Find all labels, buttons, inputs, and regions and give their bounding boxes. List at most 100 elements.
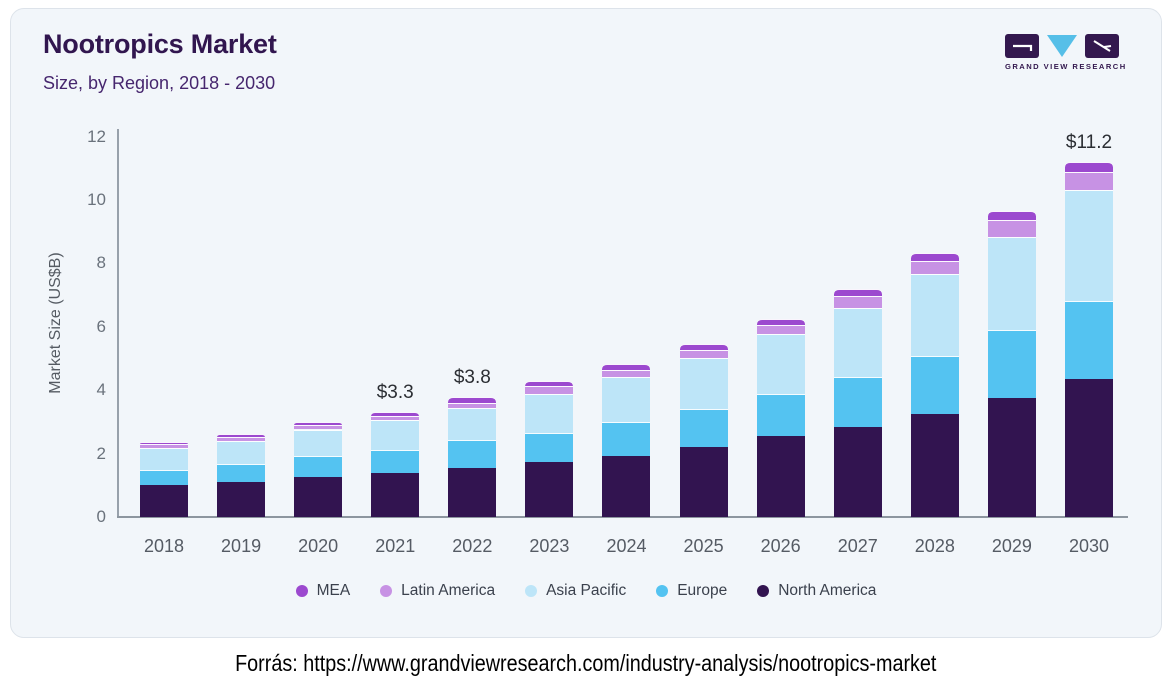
bar-segment-2024-mea xyxy=(602,363,651,370)
bar-segment-2030-europe xyxy=(1064,301,1113,380)
bar-segment-2026-mea xyxy=(756,318,805,325)
bar-segment-2028-europe xyxy=(910,355,959,415)
bar-segment-2021-north-america xyxy=(371,472,420,517)
bar-segment-2023-north-america xyxy=(525,461,574,517)
legend-label-asia-pacific: Asia Pacific xyxy=(546,582,627,599)
bar-segment-2026-latin-america xyxy=(756,324,805,335)
bar-segment-2027-mea xyxy=(833,288,882,296)
bar-segment-2025-europe xyxy=(679,408,728,448)
bar-segment-2029-latin-america xyxy=(987,219,1036,237)
bar-segment-2023-mea xyxy=(525,380,574,386)
bar-segment-2020-asia-pacific xyxy=(294,429,343,457)
bar-segment-2030-mea xyxy=(1064,161,1113,173)
x-tick-label-2024: 2024 xyxy=(606,536,647,556)
legend-swatch-mea xyxy=(295,585,308,597)
bar-segment-2024-latin-america xyxy=(602,369,651,377)
legend-swatch-latin-america xyxy=(380,585,393,597)
logo-glyphs xyxy=(1005,33,1119,58)
logo-g-icon xyxy=(1005,33,1039,58)
chart-title: Nootropics Market xyxy=(43,29,277,59)
x-tick-label-2029: 2029 xyxy=(991,536,1032,556)
bar-segment-2023-latin-america xyxy=(525,385,574,394)
bar-segment-2019-north-america xyxy=(217,482,266,517)
bar-segment-2020-europe xyxy=(294,456,343,478)
bar-segment-2021-latin-america xyxy=(371,415,420,421)
x-axis-line xyxy=(117,516,1128,518)
bar-segment-2019-asia-pacific xyxy=(217,440,266,465)
bar-segment-2029-europe xyxy=(987,329,1036,399)
bar-segment-2018-asia-pacific xyxy=(140,447,188,470)
x-tick-label-2025: 2025 xyxy=(683,536,724,556)
bar-segment-2020-latin-america xyxy=(294,425,343,430)
y-axis-title: Market Size (US$B) xyxy=(47,252,64,394)
bar-segment-2023-europe xyxy=(525,433,574,462)
legend-label-europe: Europe xyxy=(677,582,728,599)
source-caption-text: Forrás: https://www.grandviewresearch.co… xyxy=(235,650,937,676)
chart-subtitle: Size, by Region, 2018 - 2030 xyxy=(43,73,276,93)
y-tick-label-10: 10 xyxy=(87,190,106,209)
bar-segment-2018-europe xyxy=(140,469,188,486)
bar-segment-2021-europe xyxy=(371,449,420,473)
bar-segment-2024-north-america xyxy=(602,456,651,517)
bar-segment-2021-mea xyxy=(371,412,420,416)
bar-segment-2018-north-america xyxy=(140,485,188,517)
bar-segment-2020-mea xyxy=(294,421,343,426)
bar-segment-2027-asia-pacific xyxy=(833,308,882,377)
bar-segment-2022-mea xyxy=(448,396,497,403)
x-tick-label-2028: 2028 xyxy=(914,536,955,556)
bar-segment-2030-latin-america xyxy=(1064,172,1113,191)
bar-segment-2024-asia-pacific xyxy=(602,376,651,422)
legend-label-mea: MEA xyxy=(316,582,351,599)
bar-segment-2028-latin-america xyxy=(910,260,959,275)
legend-label-north-america: North America xyxy=(778,582,877,599)
bar-segment-2019-latin-america xyxy=(217,436,266,441)
legend-item-latin-america: Latin America xyxy=(380,582,495,600)
legend-item-north-america: North America xyxy=(757,582,876,600)
logo-v-icon xyxy=(1047,34,1077,57)
logo-wordmark: GRAND VIEW RESEARCH xyxy=(1005,62,1127,71)
y-tick-label-8: 8 xyxy=(96,253,106,273)
source-caption-bar: Forrás: https://www.grandviewresearch.co… xyxy=(0,638,1172,689)
legend-item-europe: Europe xyxy=(656,582,727,600)
bar-segment-2019-europe xyxy=(217,464,266,483)
bar-segment-2019-mea xyxy=(217,433,266,437)
x-tick-label-2027: 2027 xyxy=(837,536,878,556)
bar-segment-2020-north-america xyxy=(294,477,343,517)
bar-segment-2022-europe xyxy=(448,440,497,468)
bar-segment-2027-europe xyxy=(833,376,882,427)
x-tick-label-2023: 2023 xyxy=(529,536,570,556)
bar-segment-2027-north-america xyxy=(833,426,882,517)
bar-segment-2025-latin-america xyxy=(679,349,728,359)
legend-item-asia-pacific: Asia Pacific xyxy=(525,582,626,600)
x-tick-label-2026: 2026 xyxy=(760,536,801,556)
bar-segment-2018-latin-america xyxy=(140,444,188,448)
bar-segment-2026-europe xyxy=(756,394,805,436)
bar-total-label-2022: $3.8 xyxy=(453,366,491,388)
bar-segment-2028-asia-pacific xyxy=(910,274,959,356)
x-tick-label-2018: 2018 xyxy=(143,536,185,556)
legend-swatch-north-america xyxy=(757,585,770,597)
y-tick-label-12: 12 xyxy=(87,126,106,146)
bar-segment-2029-asia-pacific xyxy=(987,236,1036,330)
bar-segment-2022-north-america xyxy=(448,467,497,517)
bar-segment-2028-north-america xyxy=(910,414,959,517)
x-tick-label-2020: 2020 xyxy=(298,536,339,556)
bar-total-label-2021: $3.3 xyxy=(376,382,414,404)
chart-card: Nootropics Market Size, by Region, 2018 … xyxy=(10,8,1162,638)
bar-total-label-2030: $11.2 xyxy=(1065,131,1113,153)
y-tick-label-2: 2 xyxy=(96,443,106,463)
y-tick-label-0: 0 xyxy=(96,507,106,526)
bar-segment-2026-north-america xyxy=(756,435,805,517)
bar-segment-2026-asia-pacific xyxy=(756,334,805,394)
bar-segment-2025-mea xyxy=(679,344,728,350)
legend-swatch-europe xyxy=(656,585,669,597)
bar-segment-2025-north-america xyxy=(679,447,728,517)
x-tick-label-2019: 2019 xyxy=(221,536,262,556)
bar-segment-2027-latin-america xyxy=(833,295,882,309)
legend-label-latin-america: Latin America xyxy=(401,582,496,599)
bar-segment-2029-north-america xyxy=(987,398,1036,517)
bar-segment-2028-mea xyxy=(910,253,959,261)
bar-segment-2022-asia-pacific xyxy=(448,407,497,441)
